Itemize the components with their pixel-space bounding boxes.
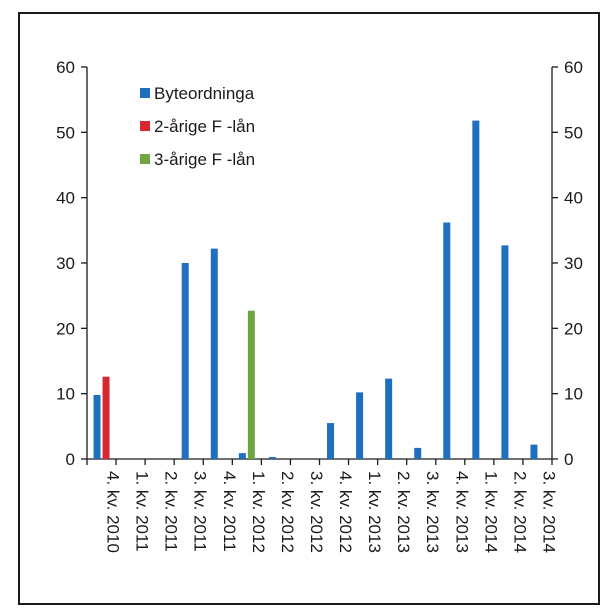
y-tick-label-right: 0 xyxy=(564,450,573,469)
y-tick-label-right: 60 xyxy=(564,58,583,77)
y-tick-label-left: 50 xyxy=(56,123,75,142)
y-tick-label-right: 40 xyxy=(564,189,583,208)
bar-byteordninga-13 xyxy=(472,120,480,459)
legend-swatch xyxy=(140,121,150,131)
legend-label: 3-årige F -lån xyxy=(154,150,255,169)
legend-swatch xyxy=(140,88,150,98)
y-tick-label-left: 30 xyxy=(56,254,75,273)
bars-group xyxy=(93,120,538,459)
bar-byteordninga-4 xyxy=(210,248,218,459)
bar-byteordninga-9 xyxy=(356,392,364,459)
y-tick-label-left: 10 xyxy=(56,385,75,404)
y-tick-label-left: 0 xyxy=(66,450,75,469)
x-tick-label: 4. kv. 2011 xyxy=(220,471,239,552)
x-tick-label: 2. kv. 2011 xyxy=(162,471,181,552)
x-tick-label: 1. kv. 2011 xyxy=(133,471,152,552)
bar-byteordninga-0 xyxy=(93,394,101,459)
y-tick-label-left: 60 xyxy=(56,58,75,77)
legend-label: 2-årige F -lån xyxy=(154,117,255,136)
x-tick-label: 4. kv. 2012 xyxy=(336,471,355,553)
x-tick-label: 2. kv. 2013 xyxy=(394,471,413,553)
bar-byteordninga-5 xyxy=(238,453,246,459)
bar-byteordninga-12 xyxy=(443,222,451,459)
x-tick-label: 4. kv. 2013 xyxy=(452,471,471,553)
legend-swatch xyxy=(140,154,150,164)
x-tick-label: 3. kv. 2014 xyxy=(539,471,558,553)
bar-byteordninga-3 xyxy=(181,263,189,459)
bar-byteordninga-8 xyxy=(327,423,335,459)
labels-group: 0 0 10 10 20 20 30 30 40 40 50 50 60 60 4. kv. 2010 1. … xyxy=(56,58,583,553)
x-tick-label: 4. kv. 2010 xyxy=(104,471,123,553)
x-tick-label: 2. kv. 2014 xyxy=(510,471,529,553)
y-tick-label-right: 30 xyxy=(564,254,583,273)
bar-byteordninga-10 xyxy=(385,378,393,459)
legend: Byteordninga 2-årige F -lån 3-årige F -lån xyxy=(140,84,255,169)
x-tick-label: 3. kv. 2011 xyxy=(191,471,210,552)
x-tick-label: 2. kv. 2012 xyxy=(278,471,297,553)
bar-byteordninga-11 xyxy=(414,447,422,459)
bar-byteordninga-6 xyxy=(268,457,276,459)
legend-label: Byteordninga xyxy=(154,84,255,103)
bar-byteordninga-15 xyxy=(530,444,538,459)
x-tick-label: 3. kv. 2013 xyxy=(423,471,442,553)
y-tick-label-left: 40 xyxy=(56,189,75,208)
axes-group xyxy=(81,66,558,465)
x-tick-label: 1. kv. 2012 xyxy=(249,471,268,553)
y-tick-label-right: 50 xyxy=(564,123,583,142)
bar-3-rige-f-l-n-5 xyxy=(247,310,255,459)
y-tick-label-right: 10 xyxy=(564,385,583,404)
x-tick-label: 3. kv. 2012 xyxy=(307,471,326,553)
y-tick-label-left: 20 xyxy=(56,319,75,338)
x-tick-label: 1. kv. 2014 xyxy=(481,471,500,553)
bar-byteordninga-14 xyxy=(501,245,509,459)
y-tick-label-right: 20 xyxy=(564,319,583,338)
bar-2-rige-f-l-n-0 xyxy=(102,376,110,459)
x-tick-label: 1. kv. 2013 xyxy=(365,471,384,553)
